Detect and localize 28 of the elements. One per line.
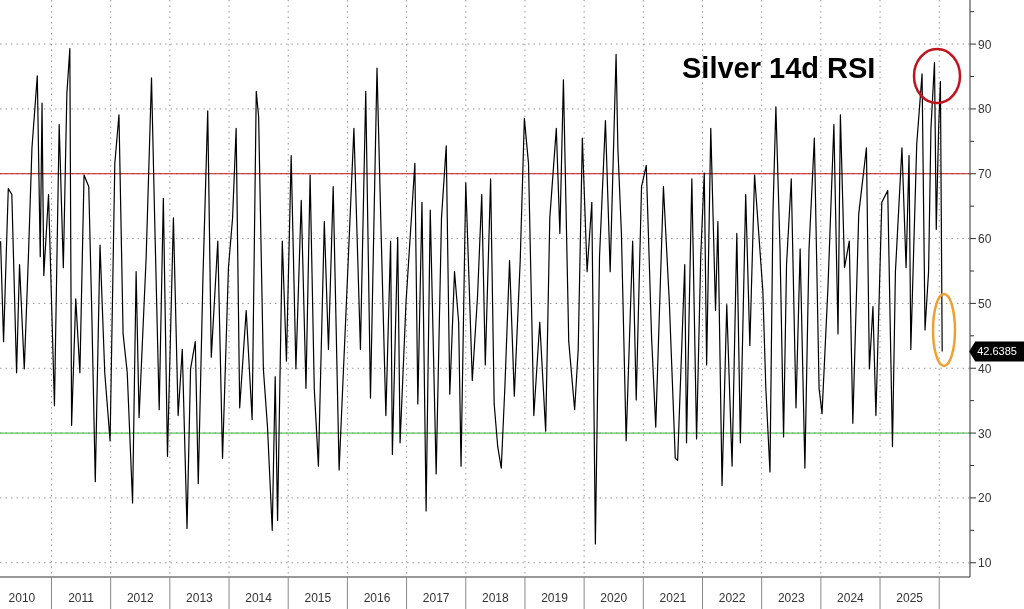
x-tick-label: 2016	[363, 591, 391, 605]
text: Silver 14d RSI	[682, 52, 876, 84]
y-tick-label: 50	[978, 296, 992, 311]
x-tick-label: 2012	[126, 591, 154, 605]
y-tick-label: 40	[978, 361, 992, 376]
x-tick-label: 2025	[896, 591, 924, 605]
text: 42.6385	[977, 345, 1017, 358]
x-tick-label: 2024	[837, 591, 865, 605]
x-tick-label: 2015	[304, 591, 332, 605]
y-tick-label: 90	[978, 37, 992, 52]
x-tick-label: 2010	[8, 591, 36, 605]
y-tick-label: 60	[978, 232, 992, 247]
x-tick-label: 2013	[186, 591, 214, 605]
x-tick-label: 2017	[422, 591, 450, 605]
y-tick-label: 70	[978, 167, 992, 182]
x-tick-label: 2014	[245, 591, 273, 605]
y-tick-label: 10	[978, 556, 992, 571]
x-tick-label: 2020	[600, 591, 628, 605]
x-tick-label: 2011	[68, 591, 95, 605]
x-tick-label: 2021	[659, 591, 687, 605]
x-tick-label: 2023	[777, 591, 805, 605]
x-tick-label: 2022	[718, 591, 746, 605]
x-tick-label: 2019	[541, 591, 569, 605]
line-series	[0, 48, 943, 545]
y-tick-label: 20	[978, 491, 992, 506]
y-tick-label: 30	[978, 426, 992, 441]
x-tick-label: 2018	[482, 591, 510, 605]
y-tick-label: 80	[978, 102, 992, 117]
